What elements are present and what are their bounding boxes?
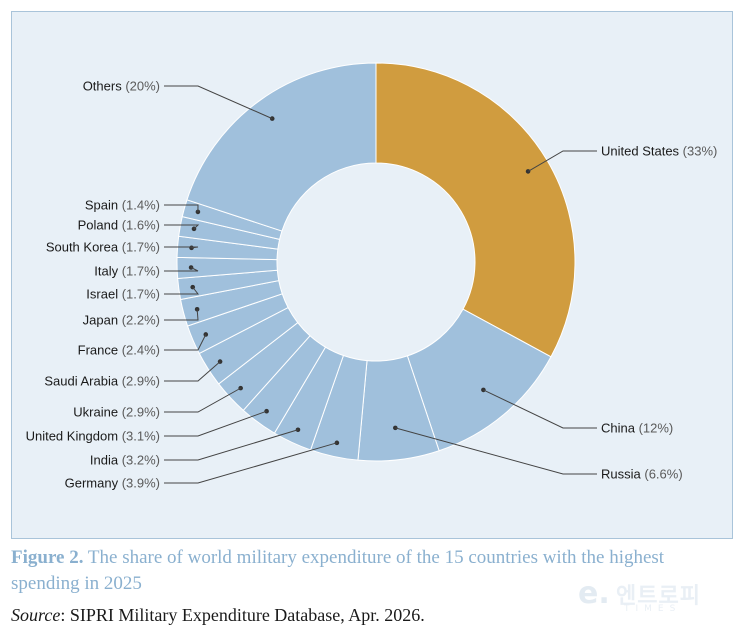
- label-germany: Germany (3.9%): [65, 476, 160, 491]
- leader-others: [164, 85, 273, 120]
- leader-china: [483, 389, 597, 429]
- source-label: Source: [11, 605, 61, 625]
- label-name: France: [78, 343, 122, 358]
- label-value: (12%): [639, 421, 674, 436]
- label-value: (2.2%): [122, 313, 160, 328]
- label-france: France (2.4%): [78, 343, 160, 358]
- label-name: Others: [83, 79, 126, 94]
- figure-number: Figure 2.: [11, 547, 84, 568]
- label-value: (1.7%): [122, 287, 160, 302]
- label-value: (20%): [125, 79, 160, 94]
- label-value: (33%): [683, 144, 718, 159]
- leader-japan: [164, 309, 199, 321]
- label-israel: Israel (1.7%): [86, 287, 160, 302]
- source-line: Source: SIPRI Military Expenditure Datab…: [11, 605, 425, 626]
- label-value: (1.6%): [122, 218, 160, 233]
- label-name: Ukraine: [73, 405, 121, 420]
- label-italy: Italy (1.7%): [94, 264, 160, 279]
- leader-saudi-arabia: [164, 361, 221, 382]
- label-name: Italy: [94, 264, 121, 279]
- donut-chart: United States (33%) China (12%) Russia (6.…: [26, 62, 718, 491]
- label-value: (1.7%): [122, 240, 160, 255]
- label-name: United States: [601, 144, 683, 159]
- label-name: Poland: [78, 218, 122, 233]
- leader-italy: [164, 267, 199, 272]
- leader-israel: [164, 286, 200, 295]
- label-name: Germany: [65, 476, 122, 491]
- label-name: Saudi Arabia: [44, 374, 121, 389]
- label-russia: Russia (6.6%): [601, 467, 683, 482]
- chart-panel: United States (33%) China (12%) Russia (6.…: [11, 11, 733, 539]
- label-name: India: [90, 453, 122, 468]
- leader-spain: [164, 204, 199, 212]
- label-india: India (3.2%): [90, 453, 160, 468]
- label-saudi-arabia: Saudi Arabia (2.9%): [44, 374, 160, 389]
- label-value: (2.4%): [122, 343, 160, 358]
- leader-russia: [395, 427, 597, 475]
- leader-india: [164, 429, 299, 461]
- leader-ukraine: [164, 387, 241, 413]
- label-value: (2.9%): [122, 374, 160, 389]
- label-value: (1.4%): [122, 198, 160, 213]
- leader-united-states: [527, 150, 597, 172]
- label-value: (3.1%): [122, 429, 160, 444]
- label-japan: Japan (2.2%): [83, 313, 160, 328]
- label-name: United Kingdom: [26, 429, 122, 444]
- label-others: Others (20%): [83, 79, 160, 94]
- label-poland: Poland (1.6%): [78, 218, 160, 233]
- figure-caption: Figure 2. The share of world military ex…: [11, 545, 731, 597]
- labels-group: United States (33%) China (12%) Russia (6.…: [26, 79, 718, 491]
- label-spain: Spain (1.4%): [85, 198, 160, 213]
- label-value: (3.9%): [122, 476, 160, 491]
- label-united-kingdom: United Kingdom (3.1%): [26, 429, 160, 444]
- label-value: (6.6%): [644, 467, 682, 482]
- label-value: (3.2%): [122, 453, 160, 468]
- figure-caption-text: The share of world military expenditure …: [11, 547, 665, 594]
- leader-germany: [164, 442, 338, 484]
- slice-others: [186, 62, 377, 232]
- label-china: China (12%): [601, 421, 673, 436]
- slices-group: [176, 62, 576, 462]
- watermark-brand: 엔트로피: [616, 584, 701, 609]
- label-name: China: [601, 421, 639, 436]
- slice-united-states: [375, 62, 576, 358]
- anchor-others: [269, 116, 275, 121]
- watermark-logo-icon: e.: [578, 576, 610, 611]
- anchor-united-kingdom: [264, 408, 269, 414]
- label-value: (2.9%): [122, 405, 160, 420]
- watermark-sub: TIMES: [624, 604, 682, 614]
- leader-united-kingdom: [164, 410, 267, 437]
- leader-lines-group: [164, 85, 597, 484]
- label-name: South Korea: [46, 240, 122, 255]
- label-ukraine: Ukraine (2.9%): [73, 405, 160, 420]
- leader-south-korea: [164, 246, 199, 249]
- source-text: : SIPRI Military Expenditure Database, A…: [60, 605, 425, 625]
- label-name: Spain: [85, 198, 122, 213]
- watermark: e. 엔트로피 TIMES: [578, 574, 728, 618]
- label-south-korea: South Korea (1.7%): [46, 240, 160, 255]
- label-name: Israel: [86, 287, 121, 302]
- leader-france: [164, 334, 207, 351]
- label-value: (1.7%): [122, 264, 160, 279]
- label-united-states: United States (33%): [601, 144, 717, 159]
- leader-poland: [164, 224, 200, 230]
- label-name: Japan: [83, 313, 122, 328]
- label-name: Russia: [601, 467, 644, 482]
